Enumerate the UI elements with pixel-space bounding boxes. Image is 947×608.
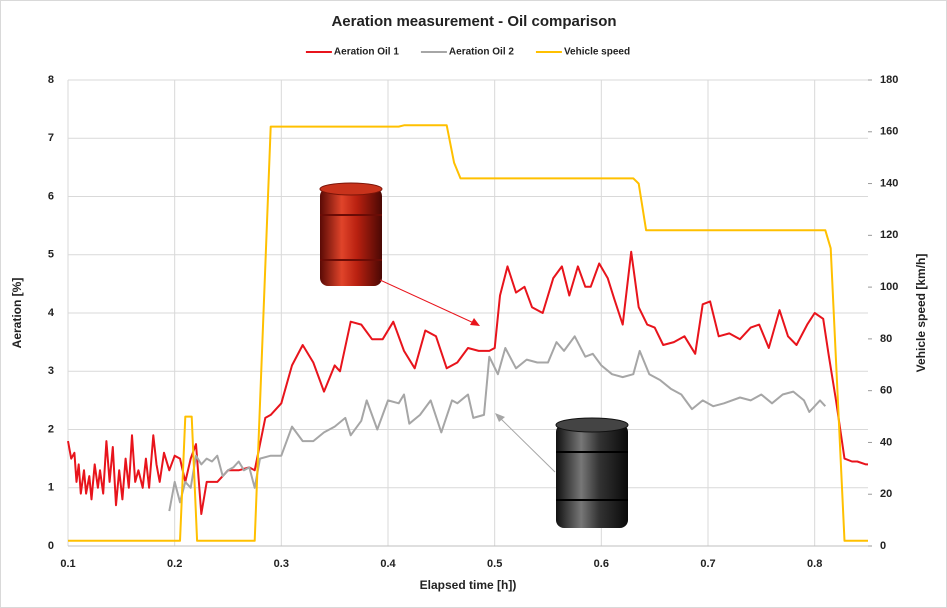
series-line xyxy=(67,250,868,515)
y2-tick-label: 120 xyxy=(880,229,898,241)
legend-item: Aeration Oil 1 xyxy=(305,47,399,58)
chart-title: Aeration measurement - Oil comparison xyxy=(331,13,616,30)
y2-tick-label: 160 xyxy=(880,126,898,138)
grid xyxy=(67,79,868,547)
y-tick-label: 3 xyxy=(48,365,54,377)
y2-tick-label: 180 xyxy=(880,74,898,86)
y2-tick-label: 40 xyxy=(880,436,892,448)
series-line xyxy=(168,335,827,512)
y2-tick-label: 80 xyxy=(880,333,892,345)
x-tick-label: 0.8 xyxy=(807,558,822,570)
legend-label: Aeration Oil 1 xyxy=(334,47,399,58)
y2-tick-label: 0 xyxy=(880,540,886,552)
y2-tick-label: 20 xyxy=(880,488,892,500)
y2-tick-label: 140 xyxy=(880,177,898,189)
x-tick-label: 0.4 xyxy=(380,558,396,570)
y2-tick-label: 60 xyxy=(880,385,892,397)
red-barrel xyxy=(319,182,383,286)
y-tick-label: 8 xyxy=(48,74,54,86)
y2-axis-label: Vehicle speed [km/h] xyxy=(914,254,928,373)
x-tick-label: 0.1 xyxy=(60,558,75,570)
arrows xyxy=(379,279,556,473)
legend-label: Aeration Oil 2 xyxy=(449,47,514,58)
x-tick-label: 0.3 xyxy=(274,558,289,570)
y-tick-label: 0 xyxy=(48,540,54,552)
y2-tick-label: 100 xyxy=(880,281,898,293)
legend-label: Vehicle speed xyxy=(564,47,630,58)
legend-item: Vehicle speed xyxy=(535,47,630,58)
x-tick-label: 0.6 xyxy=(594,558,609,570)
x-axis-label: Elapsed time [h]) xyxy=(420,578,517,592)
x-tick-label: 0.5 xyxy=(487,558,502,570)
legend: Aeration Oil 1 Aeration Oil 2 Vehicle spee… xyxy=(305,47,630,58)
black-barrel xyxy=(555,417,629,528)
y-axis-label: Aeration [%] xyxy=(10,278,24,349)
series-line xyxy=(68,124,868,542)
y-tick-label: 4 xyxy=(48,307,55,319)
plot xyxy=(67,124,868,542)
y-tick-label: 1 xyxy=(48,482,54,494)
x-tick-label: 0.2 xyxy=(167,558,182,570)
y-tick-label: 6 xyxy=(48,190,54,202)
x-tick-label: 0.7 xyxy=(700,558,715,570)
y-tick-label: 5 xyxy=(48,249,54,261)
legend-item: Aeration Oil 2 xyxy=(420,47,514,58)
y-tick-label: 2 xyxy=(48,423,54,435)
y-tick-label: 7 xyxy=(48,132,54,144)
